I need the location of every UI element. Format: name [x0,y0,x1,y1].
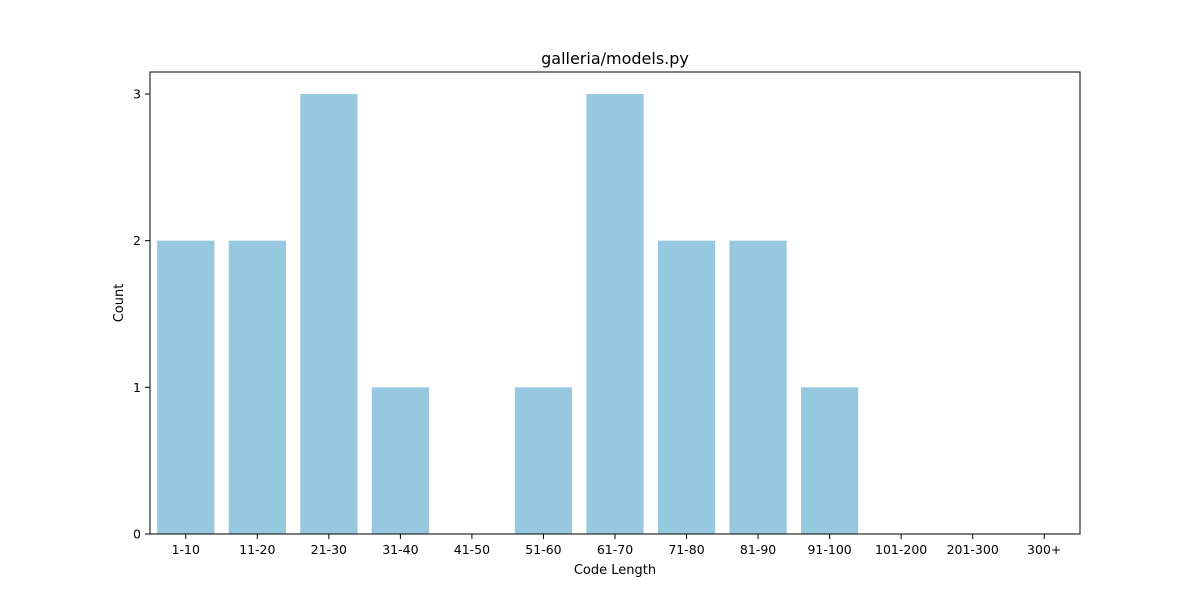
x-tick-label: 91-100 [807,542,851,557]
y-tick-label: 0 [133,527,141,542]
bar-61-70 [586,94,644,534]
bar-31-40 [371,387,429,534]
bar-91-100 [801,387,859,534]
x-tick-label: 1-10 [172,542,200,557]
x-tick-label: 61-70 [597,542,633,557]
x-tick-label: 51-60 [525,542,561,557]
y-tick-label: 1 [133,380,141,395]
bar-51-60 [514,387,573,534]
y-tick-label: 3 [133,87,141,102]
x-tick-label: 41-50 [454,542,490,557]
x-tick-label: 201-300 [947,542,999,557]
plot-frame [149,71,1081,535]
bar-21-30 [300,94,358,534]
y-axis-label: Count [112,284,127,323]
y-tick-label: 2 [133,233,141,248]
chart-title: galleria/models.py [541,49,689,68]
x-tick-label: 21-30 [311,542,347,557]
x-tick-label: 101-200 [875,542,927,557]
x-tick-label: 31-40 [382,542,418,557]
bar-11-20 [228,240,286,534]
x-tick-label: 71-80 [668,542,704,557]
bar-81-90 [729,240,787,534]
x-axis-label: Code Length [574,563,656,578]
bars-group [157,94,859,534]
bar-1-10 [157,240,215,534]
x-tick-label: 81-90 [740,542,776,557]
x-tick-label: 300+ [1027,542,1061,557]
bar-71-80 [657,240,716,534]
x-tick-label: 11-20 [239,542,275,557]
y-axis-ticks: 0 1 2 3 [133,87,150,542]
x-axis-ticks: 1-10 11-20 21-30 31-40 41-50 51-60 61-70 71-80 8… [172,534,1061,557]
